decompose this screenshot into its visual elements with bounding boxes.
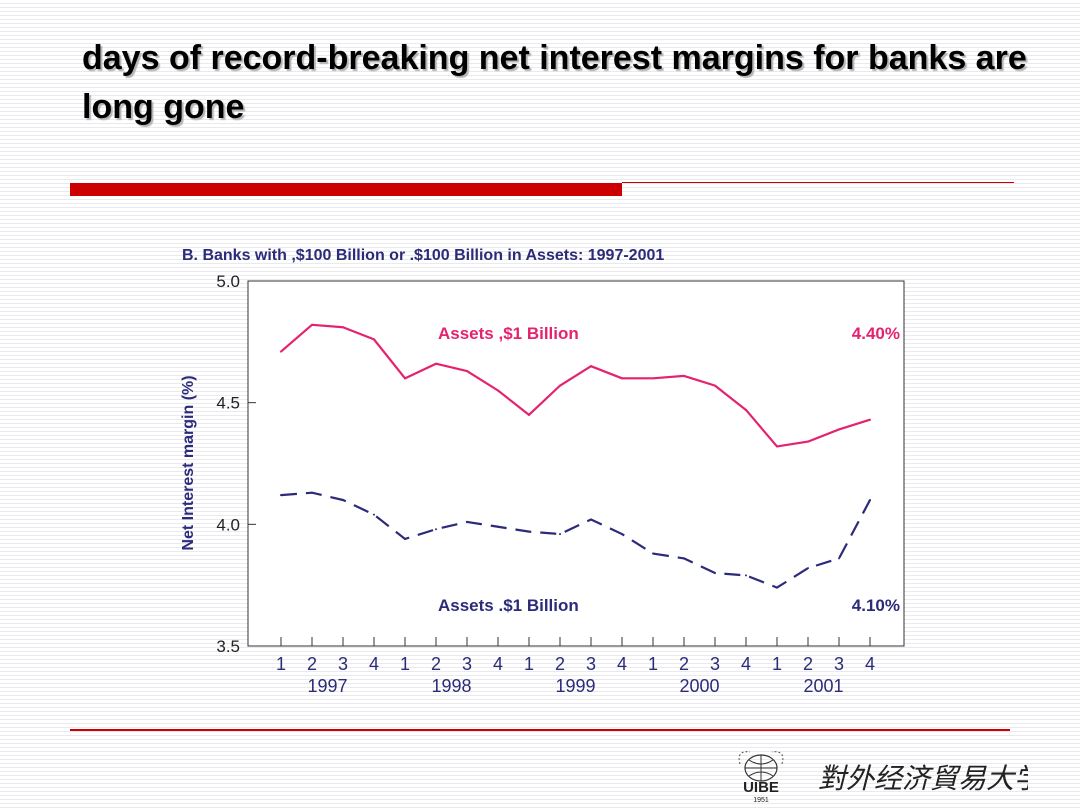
data-point [435,528,437,531]
data-point [869,499,871,501]
data-point [435,362,437,365]
data-point [838,557,840,560]
x-tick-label-quarter: 2 [679,654,689,674]
data-point [528,530,530,533]
data-point [869,418,871,421]
data-point [807,440,809,443]
data-point [373,513,375,516]
data-point [280,494,282,497]
x-tick-label-quarter: 3 [462,654,472,674]
x-tick-label-year: 2000 [679,676,719,696]
y-axis-label: Net Interest margin (%) [180,375,197,550]
logo-name: 對外经济貿易大学 [818,762,1028,795]
slide-title: days of record-breaking net interest mar… [82,39,1027,126]
globe-icon [738,751,784,782]
data-point [745,408,747,411]
data-point [404,537,406,540]
data-point [683,374,685,377]
y-tick-label: 3.5 [216,637,240,656]
data-point [621,533,623,536]
title-underline-thin [622,182,1014,183]
data-point [342,499,344,501]
x-tick-label-quarter: 4 [493,654,503,674]
data-point [342,326,344,329]
x-tick-label-year: 2001 [803,676,843,696]
y-tick-label: 4.5 [216,394,240,413]
x-tick-label-quarter: 1 [400,654,410,674]
series-name-label: Assets ,$1 Billion [438,324,579,343]
x-tick-label-quarter: 3 [586,654,596,674]
data-point [807,567,809,570]
x-tick-label-year: 1997 [307,676,347,696]
data-point [683,557,685,560]
series-name-label: Assets .$1 Billion [438,596,579,615]
data-point [838,428,840,431]
data-point [590,365,592,368]
series-end-value-label: 4.40% [852,324,900,343]
data-point [280,350,282,353]
data-point [590,518,592,521]
data-point [311,323,313,326]
x-tick-label-year: 1998 [431,676,471,696]
x-tick-label-year: 1999 [555,676,595,696]
chart-title: B. Banks with ,$100 Billion or .$100 Bil… [182,247,664,264]
y-tick-label: 5.0 [216,272,240,291]
y-tick-label: 4.0 [216,515,240,534]
data-point [714,384,716,387]
x-tick-label-quarter: 4 [741,654,751,674]
plot-area [247,280,905,647]
series-end-value-label: 4.10% [852,596,900,615]
footer-rule [70,729,1010,731]
x-tick-label-quarter: 4 [617,654,627,674]
series-line-1 [280,491,871,589]
data-point [466,520,468,523]
data-point [652,552,654,555]
logo-letters: UIBE [743,779,779,796]
data-point [528,413,530,416]
series-line-0 [280,323,871,448]
data-point [559,533,561,536]
data-point [373,338,375,341]
data-point [714,572,716,574]
x-tick-label-quarter: 4 [369,654,379,674]
data-point [559,384,561,387]
x-tick-label-quarter: 3 [338,654,348,674]
data-point [652,377,654,380]
data-point [466,370,468,373]
data-point [621,377,623,380]
x-tick-label-quarter: 1 [772,654,782,674]
x-tick-label-quarter: 2 [555,654,565,674]
data-point [776,586,778,589]
data-point [311,491,313,494]
data-point [497,389,499,392]
x-tick-label-quarter: 1 [648,654,658,674]
x-tick-label-quarter: 2 [307,654,317,674]
logo-year: 1951 [753,797,769,804]
data-point [404,377,406,380]
x-tick-label-quarter: 3 [834,654,844,674]
x-tick-label-quarter: 1 [524,654,534,674]
x-tick-label-quarter: 1 [276,654,286,674]
x-tick-label-quarter: 2 [431,654,441,674]
x-tick-label-quarter: 4 [865,654,875,674]
data-point [776,445,778,448]
data-point [745,574,747,577]
data-point [497,525,499,528]
x-tick-label-quarter: 3 [710,654,720,674]
title-underline-thick [70,183,622,196]
university-logo: UIBE 1951 對外经济貿易大学 [738,751,1028,804]
x-tick-label-quarter: 2 [803,654,813,674]
